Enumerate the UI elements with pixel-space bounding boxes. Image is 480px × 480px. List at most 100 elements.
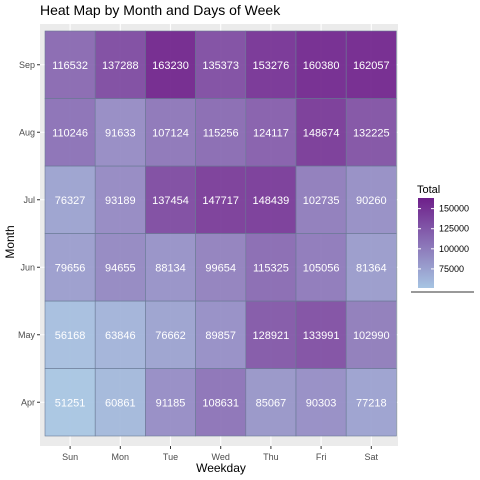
cell-label-aug-tue: 107124 [152, 127, 189, 139]
cell-label-jun-tue: 88134 [155, 262, 186, 274]
cell-label-sep-wed: 135373 [202, 60, 239, 72]
heatmap-cell-sep-thu [245, 30, 297, 99]
cell-label-jun-sun: 79656 [55, 262, 86, 274]
cell-label-aug-sat: 132225 [353, 127, 390, 139]
heatmap-cells [44, 30, 397, 437]
cell-label-jun-sat: 81364 [356, 262, 387, 274]
cell-label-jun-fri: 105056 [303, 262, 340, 274]
cell-label-jul-mon: 93189 [105, 195, 136, 207]
y-tick-label-apr: Apr [21, 397, 35, 407]
cell-label-jul-fri: 102735 [303, 195, 340, 207]
heatmap-cell-may-sun [44, 300, 96, 369]
cell-label-jul-sat: 90260 [356, 195, 387, 207]
cell-label-jun-wed: 99654 [205, 262, 236, 274]
heatmap-cell-jun-wed [195, 233, 247, 302]
x-tick-label-thu: Thu [263, 452, 279, 462]
cell-label-may-wed: 89857 [205, 330, 236, 342]
heatmap-cell-may-tue [145, 300, 196, 369]
cell-label-sep-sat: 162057 [353, 60, 390, 72]
y-tick-label-jul: Jul [23, 195, 35, 205]
x-tick-label-tue: Tue [163, 452, 178, 462]
cell-label-sep-mon: 137288 [102, 60, 139, 72]
cell-label-apr-sun: 51251 [55, 397, 86, 409]
x-axis-title: Weekday [196, 461, 246, 475]
heatmap-cell-apr-wed [195, 368, 247, 437]
legend-tick-label: 125000 [439, 224, 469, 234]
heatmap-cell-sep-wed [195, 30, 247, 99]
cell-label-may-sun: 56168 [55, 330, 86, 342]
heatmap-cell-apr-mon [94, 368, 146, 437]
cell-label-aug-sun: 110246 [52, 127, 88, 139]
heatmap-cell-sep-tue [145, 30, 196, 99]
cell-label-jun-mon: 94655 [105, 262, 136, 274]
legend-tick-label: 100000 [439, 244, 469, 254]
heatmap-cell-jul-thu [245, 165, 297, 234]
cell-label-apr-thu: 85067 [256, 397, 287, 409]
heatmap-cell-apr-thu [245, 368, 297, 437]
y-axis: Apr May Jun Jul Aug Sep [18, 60, 40, 407]
legend-tick-label: 75000 [439, 264, 464, 274]
cell-label-jul-tue: 137454 [152, 195, 189, 207]
legend-ticks: 75000 100000 125000 150000 [418, 204, 469, 274]
heatmap-cell-aug-sun [44, 98, 96, 167]
heatmap-cell-aug-wed [195, 98, 247, 167]
heatmap-cell-jul-wed [195, 165, 247, 234]
heatmap-cell-jun-fri [295, 233, 347, 302]
cell-label-apr-mon: 60861 [105, 397, 136, 409]
heatmap-cell-jul-mon [94, 165, 146, 234]
cell-label-aug-thu: 124117 [253, 127, 289, 139]
cell-labels: 51251 60861 91185 108631 85067 90303 77218 5616… [52, 60, 390, 410]
cell-label-jul-thu: 148439 [253, 195, 290, 207]
cell-label-aug-wed: 115256 [203, 127, 239, 139]
cell-label-sep-sun: 116532 [52, 60, 88, 72]
y-tick-label-may: May [18, 330, 36, 340]
x-tick-label-sun: Sun [62, 452, 78, 462]
heatmap-cell-sep-mon [94, 30, 146, 99]
heatmap-cell-apr-sat [345, 368, 397, 437]
cell-label-may-tue: 76662 [155, 330, 186, 342]
cell-label-may-mon: 63846 [105, 330, 136, 342]
heatmap-cell-aug-fri [295, 98, 347, 167]
heatmap-cell-aug-sat [345, 98, 397, 167]
y-tick-label-sep: Sep [19, 60, 35, 70]
heatmap-cell-apr-tue [145, 368, 196, 437]
cell-label-may-sat: 102990 [353, 330, 390, 342]
chart-title: Heat Map by Month and Days of Week [40, 2, 281, 18]
heatmap-cell-may-mon [94, 300, 146, 369]
legend-tick-label: 150000 [439, 204, 469, 214]
cell-label-aug-mon: 91633 [105, 127, 136, 139]
cell-label-apr-fri: 90303 [306, 397, 337, 409]
cell-label-jun-thu: 115325 [253, 262, 289, 274]
cell-label-sep-tue: 163230 [152, 60, 189, 72]
cell-label-may-thu: 128921 [253, 330, 290, 342]
x-tick-label-fri: Fri [316, 452, 327, 462]
y-axis-title: Month [3, 225, 17, 258]
heatmap-cell-jul-sat [345, 165, 397, 234]
heatmap-cell-jul-fri [295, 165, 347, 234]
heatmap-cell-jul-tue [145, 165, 196, 234]
cell-label-sep-fri: 160380 [303, 60, 340, 72]
cell-label-apr-wed: 108631 [202, 397, 239, 409]
cell-label-apr-tue: 91185 [156, 397, 186, 409]
cell-label-aug-fri: 148674 [303, 127, 340, 139]
cell-label-sep-thu: 153276 [253, 60, 290, 72]
cell-label-jul-sun: 76327 [55, 195, 86, 207]
heatmap-cell-sep-sat [345, 30, 397, 99]
heatmap-cell-aug-tue [145, 98, 196, 167]
heatmap-cell-may-sat [345, 300, 397, 369]
y-tick-label-jun: Jun [20, 262, 35, 272]
heatmap-cell-may-wed [195, 300, 247, 369]
cell-label-apr-sat: 77218 [356, 397, 387, 409]
legend: Total 75000 100000 125000 150000 [411, 184, 474, 293]
x-tick-label-mon: Mon [112, 452, 130, 462]
heatmap-cell-apr-fri [295, 368, 347, 437]
cell-label-jul-wed: 147717 [202, 195, 239, 207]
x-axis: Sun Mon Tue Wed Thu Fri Sat [62, 446, 379, 462]
heatmap-cell-jul-sun [44, 165, 96, 234]
x-tick-label-sat: Sat [365, 452, 379, 462]
y-tick-label-aug: Aug [19, 127, 35, 137]
legend-colorbar [418, 198, 434, 288]
legend-title: Total [417, 184, 440, 196]
cell-label-may-fri: 133991 [303, 330, 340, 342]
